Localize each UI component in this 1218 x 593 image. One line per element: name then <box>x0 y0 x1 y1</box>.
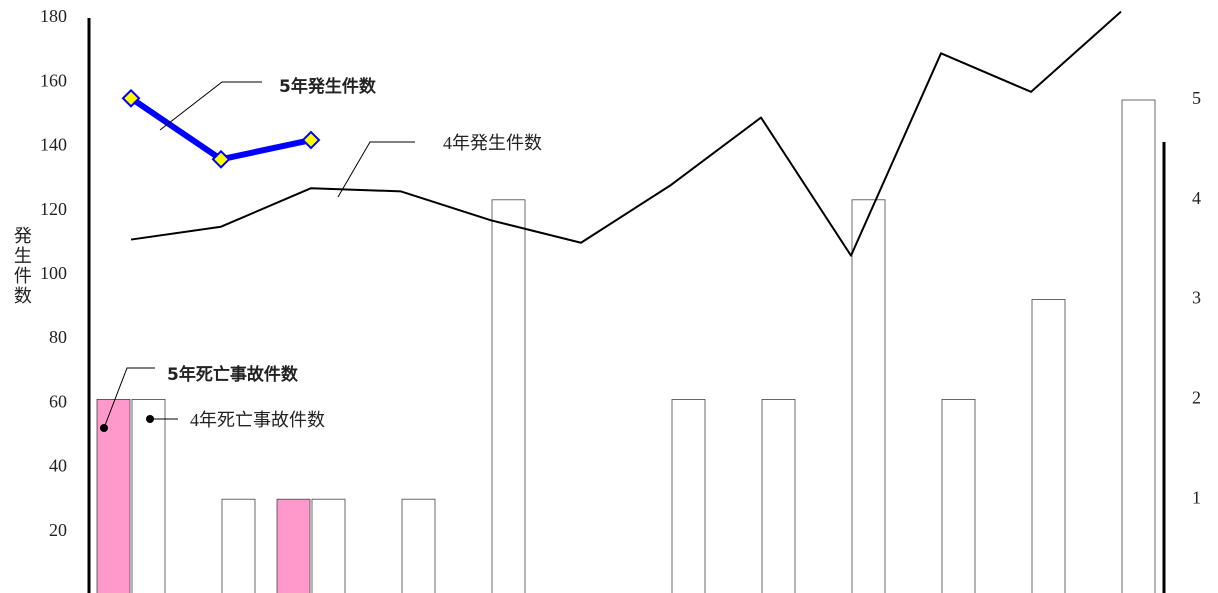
bar <box>131 398 166 593</box>
bar <box>671 398 706 593</box>
bar <box>941 398 976 593</box>
y2-tick-label: 1 <box>1192 487 1201 507</box>
marker <box>121 88 141 108</box>
y-tick-label: 140 <box>40 135 67 155</box>
y-tick-label: 160 <box>40 70 67 90</box>
y-tick-label: 100 <box>40 263 67 283</box>
leader-line <box>337 141 415 198</box>
series-label: 4年死亡事故件数 <box>190 410 325 430</box>
y-tick-label: 80 <box>49 327 67 347</box>
y-tick-label: 120 <box>40 199 67 219</box>
series-label: 5年死亡事故件数 <box>167 364 299 385</box>
bar <box>851 199 886 593</box>
series-label: 4年発生件数 <box>443 133 542 153</box>
marker <box>301 130 321 150</box>
leader-dot <box>146 415 154 423</box>
y-tick-label: 20 <box>49 520 67 540</box>
plot: 20 40 60 80 100 120 140 160 180 1 2 3 4 5 <box>40 6 1201 593</box>
bar <box>276 498 311 593</box>
bar <box>491 199 526 593</box>
y-tick-label: 60 <box>49 391 67 411</box>
y-tick-label: 40 <box>49 456 67 476</box>
bar <box>311 498 346 593</box>
leader-dot <box>100 424 108 432</box>
y-axis-title: 発生件数 <box>12 226 32 306</box>
y2-tick-label: 2 <box>1192 388 1201 408</box>
leader-line <box>159 81 262 131</box>
marker <box>211 149 231 169</box>
y-tick-label: 180 <box>40 6 67 26</box>
bar <box>221 498 256 593</box>
bar <box>1121 99 1156 593</box>
bar <box>761 398 796 593</box>
y2-tick-label: 4 <box>1192 188 1201 208</box>
bar <box>401 498 436 593</box>
line <box>130 10 1122 257</box>
bar <box>1031 299 1066 593</box>
y2-tick-label: 3 <box>1192 288 1201 308</box>
leader-line <box>103 367 155 429</box>
series-label: 5年発生件数 <box>279 76 377 97</box>
y2-tick-label: 5 <box>1192 88 1201 108</box>
